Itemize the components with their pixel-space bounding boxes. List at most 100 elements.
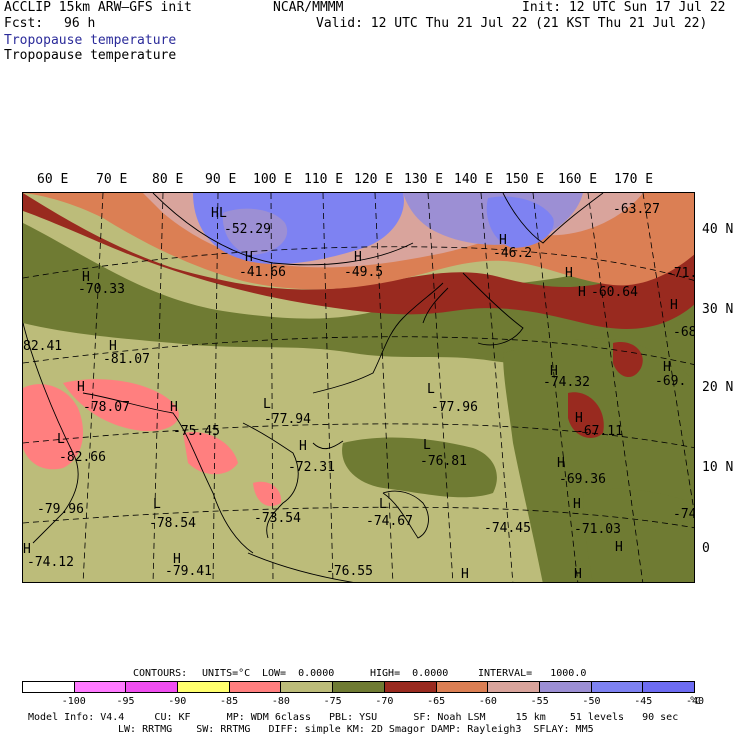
model-info-line-2: LW: RRTMG SW: RRTMG DIFF: simple KM: 2D … xyxy=(118,724,594,735)
high-marker: H xyxy=(77,380,85,395)
high-marker: H xyxy=(299,439,307,454)
color-scale-tick-label: -100 xyxy=(61,696,86,707)
temperature-value-label: -76.55 xyxy=(326,564,373,579)
high-marker: H xyxy=(573,497,581,512)
model-title: ACCLIP 15km ARW–GFS init xyxy=(4,0,192,15)
graticule xyxy=(23,193,694,582)
lat-label: 10 N xyxy=(702,460,734,475)
temperature-value-label: 82.41 xyxy=(23,339,63,354)
color-scale-tick-label: -75 xyxy=(323,696,342,707)
lon-label: 170 E xyxy=(614,172,654,187)
low-marker: L xyxy=(219,206,227,221)
color-scale-swatch xyxy=(178,682,230,692)
temperature-value-label: -69.36 xyxy=(559,472,606,487)
temperature-value-label: -82.66 xyxy=(59,450,106,465)
lon-label: 80 E xyxy=(152,172,184,187)
color-scale-tick-label: -90 xyxy=(168,696,187,707)
high-marker: H xyxy=(557,456,565,471)
high-marker: H xyxy=(574,567,582,582)
lon-label: 90 E xyxy=(205,172,237,187)
temperature-value-label: -41.66 xyxy=(239,265,286,280)
field-title: Tropopause temperature xyxy=(4,33,177,48)
contours-interval: INTERVAL= 1000.0 xyxy=(478,668,587,679)
lon-label: 120 E xyxy=(354,172,394,187)
field-salmon-bay xyxy=(63,379,179,432)
init-time: Init: 12 UTC Sun 17 Jul 22 xyxy=(522,0,726,15)
fcst-value: 96 h xyxy=(64,16,96,31)
low-marker: L xyxy=(57,432,65,447)
field-salmon-indochina xyxy=(183,432,238,475)
color-scale-tick-label: -70 xyxy=(375,696,394,707)
low-marker: L xyxy=(427,382,435,397)
lon-label: 110 E xyxy=(304,172,344,187)
high-marker: H xyxy=(461,567,469,582)
temperature-value-label: -75.45 xyxy=(173,424,220,439)
high-marker: H xyxy=(663,360,671,375)
high-marker: H xyxy=(615,540,623,555)
lat-label: 30 N xyxy=(702,302,734,317)
field-salmon-india xyxy=(23,384,83,470)
lat-label: 20 N xyxy=(702,380,734,395)
lat-label: 40 N xyxy=(702,222,734,237)
valid-time: Valid: 12 UTC Thu 21 Jul 22 (21 KST Thu … xyxy=(316,16,708,31)
temperature-value-label: -71.4 xyxy=(666,266,694,281)
field-dark-olive-scs xyxy=(342,437,497,498)
temperature-value-label: -52.29 xyxy=(224,222,271,237)
temperature-value-label: -74.45 xyxy=(484,521,531,536)
temperature-value-label: -49.5 xyxy=(344,265,384,280)
coastlines xyxy=(23,193,604,582)
temperature-value-label: -77.96 xyxy=(431,400,478,415)
temperature-value-label: -74.32 xyxy=(543,375,590,390)
color-scale-tick-label: -80 xyxy=(271,696,290,707)
color-scale-swatch xyxy=(333,682,385,692)
high-marker: H xyxy=(82,270,90,285)
low-marker: L xyxy=(423,438,431,453)
temperature-value-label: -70.33 xyxy=(78,282,125,297)
lon-label: 60 E xyxy=(37,172,69,187)
temperature-value-label: -74.67 xyxy=(366,514,413,529)
temperature-value-label: -63.27 xyxy=(613,202,660,217)
field-blue-core-east xyxy=(486,196,554,248)
high-marker: H xyxy=(550,364,558,379)
color-scale-swatch xyxy=(74,682,127,692)
color-scale-tick-label: -40 xyxy=(685,696,705,707)
color-scale-swatch xyxy=(23,682,75,692)
lon-label: 130 E xyxy=(404,172,444,187)
temperature-value-label: -74 xyxy=(673,507,695,522)
color-scale-swatch xyxy=(384,682,437,692)
color-scale-swatch xyxy=(488,682,540,692)
high-marker: H xyxy=(354,250,362,265)
color-scale-swatch xyxy=(229,682,282,692)
high-marker: H xyxy=(670,298,678,313)
field-red-patch-1 xyxy=(613,342,643,378)
color-scale-swatch xyxy=(436,682,489,692)
lon-label: 160 E xyxy=(558,172,598,187)
high-marker: H xyxy=(211,206,219,221)
color-scale-tick-label: -95 xyxy=(116,696,135,707)
fcst-label: Fcst: xyxy=(4,16,44,31)
temperature-value-label: -69. xyxy=(655,374,687,389)
lon-label: 150 E xyxy=(505,172,545,187)
contours-high: HIGH= 0.0000 xyxy=(370,668,449,679)
color-scale-unit: °C xyxy=(688,696,702,707)
lon-label: 140 E xyxy=(454,172,494,187)
color-scale-bar xyxy=(22,681,695,693)
field-red-patch-2 xyxy=(568,392,604,438)
field-subtitle: Tropopause temperature xyxy=(4,48,177,63)
lat-label: 0 xyxy=(702,541,710,556)
field-dark-olive-se xyxy=(583,488,694,582)
temperature-value-label: -60.64 xyxy=(591,285,638,300)
temperature-value-label: -79.96 xyxy=(37,502,84,517)
high-marker: H xyxy=(245,250,253,265)
temperature-value-label: -76.81 xyxy=(420,454,467,469)
high-marker: H xyxy=(565,266,573,281)
color-scale-tick-label: -65 xyxy=(427,696,446,707)
lon-label: 70 E xyxy=(96,172,128,187)
model-info-line-1: Model Info: V4.4 CU: KF MP: WDM 6class P… xyxy=(28,712,679,723)
high-marker: H xyxy=(23,542,31,557)
temperature-value-label: -72.31 xyxy=(288,460,335,475)
color-scale-swatch xyxy=(126,682,179,692)
high-marker: H xyxy=(170,400,178,415)
low-marker: L xyxy=(263,397,271,412)
high-marker: H xyxy=(499,233,507,248)
